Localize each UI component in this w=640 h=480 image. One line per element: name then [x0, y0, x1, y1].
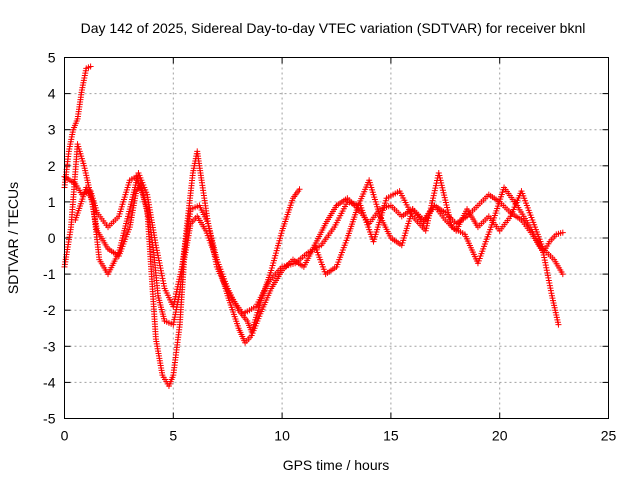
y-tick-label: -5 [43, 411, 56, 427]
y-tick-label: -4 [43, 374, 56, 390]
data-point [205, 223, 212, 230]
data-point [209, 243, 216, 250]
data-point [546, 282, 553, 289]
data-point [431, 187, 438, 194]
data-point [155, 254, 162, 261]
data-point [160, 277, 167, 284]
data-point [210, 248, 217, 255]
plot-border [64, 57, 609, 419]
x-tick-label: 10 [274, 428, 290, 444]
y-tick-label: -3 [43, 338, 56, 354]
data-point [559, 271, 566, 278]
data-point [544, 269, 551, 276]
data-point [156, 262, 163, 269]
y-tick-label: 3 [48, 122, 56, 138]
series-trace-e [311, 177, 566, 278]
y-tick-label: 4 [48, 86, 56, 102]
data-point [152, 242, 159, 249]
data-point [159, 275, 166, 282]
data-point [542, 259, 549, 266]
series-trace-d [72, 170, 562, 328]
data-point [296, 186, 303, 193]
data-point [542, 262, 549, 269]
data-point [87, 63, 94, 70]
data-point [206, 225, 213, 232]
data-point [158, 267, 165, 274]
data-point [205, 220, 212, 227]
data-point [206, 228, 213, 235]
x-tick-label: 15 [383, 428, 399, 444]
data-point [161, 282, 168, 289]
y-tick-label: 1 [48, 194, 56, 210]
data-point [541, 257, 548, 264]
data-point [432, 185, 439, 192]
data-point [422, 227, 429, 234]
data-point [212, 256, 219, 263]
x-tick-label: 0 [61, 428, 69, 444]
data-point [208, 235, 215, 242]
tick-labels: 0 5 10 15 20 25 -5 -4 -3 -2 -1 0 1 2 3 4 5 [43, 50, 616, 444]
data-point [430, 195, 437, 202]
data-point [423, 225, 430, 232]
data-point [207, 233, 214, 240]
y-axis-label: SDTVAR / TECUs [5, 182, 21, 294]
data-point [159, 272, 166, 279]
data-point [540, 251, 547, 258]
x-tick-label: 5 [169, 428, 177, 444]
data-point [545, 277, 552, 284]
y-tick-label: 5 [48, 50, 56, 66]
data-point [545, 274, 552, 281]
data-point [208, 238, 215, 245]
data-point [154, 252, 161, 259]
data-point [157, 265, 164, 272]
x-tick-label: 20 [492, 428, 508, 444]
data-point [160, 280, 167, 287]
data-point [555, 321, 562, 328]
data-point [158, 270, 165, 277]
data-point [153, 247, 160, 254]
data-point [559, 229, 566, 236]
data-point [431, 190, 438, 197]
data-point [547, 287, 554, 294]
data-point [543, 264, 550, 271]
y-tick-label: -2 [43, 302, 56, 318]
y-tick-label: 0 [48, 230, 56, 246]
data-point [548, 290, 555, 297]
data-point [546, 280, 553, 287]
data-point [432, 182, 439, 189]
data-point [547, 285, 554, 292]
data-point [543, 267, 550, 274]
data-point [429, 197, 436, 204]
data-point [541, 254, 548, 261]
data-point [211, 253, 218, 260]
data-points [61, 63, 566, 390]
data-point [544, 272, 551, 279]
data-point [211, 251, 218, 258]
x-tick-label: 25 [601, 428, 617, 444]
data-point [156, 260, 163, 267]
data-point [430, 192, 437, 199]
data-point [153, 244, 160, 251]
data-point [207, 230, 214, 237]
y-tick-label: 2 [48, 158, 56, 174]
y-tick-label: -1 [43, 266, 56, 282]
data-point [155, 257, 162, 264]
data-point [212, 258, 219, 265]
data-point [210, 246, 217, 253]
data-point [423, 222, 430, 229]
chart-title: Day 142 of 2025, Sidereal Day-to-day VTE… [81, 20, 586, 36]
data-point [154, 249, 161, 256]
data-point [213, 261, 220, 268]
data-point [209, 240, 216, 247]
x-axis-label: GPS time / hours [283, 457, 390, 473]
